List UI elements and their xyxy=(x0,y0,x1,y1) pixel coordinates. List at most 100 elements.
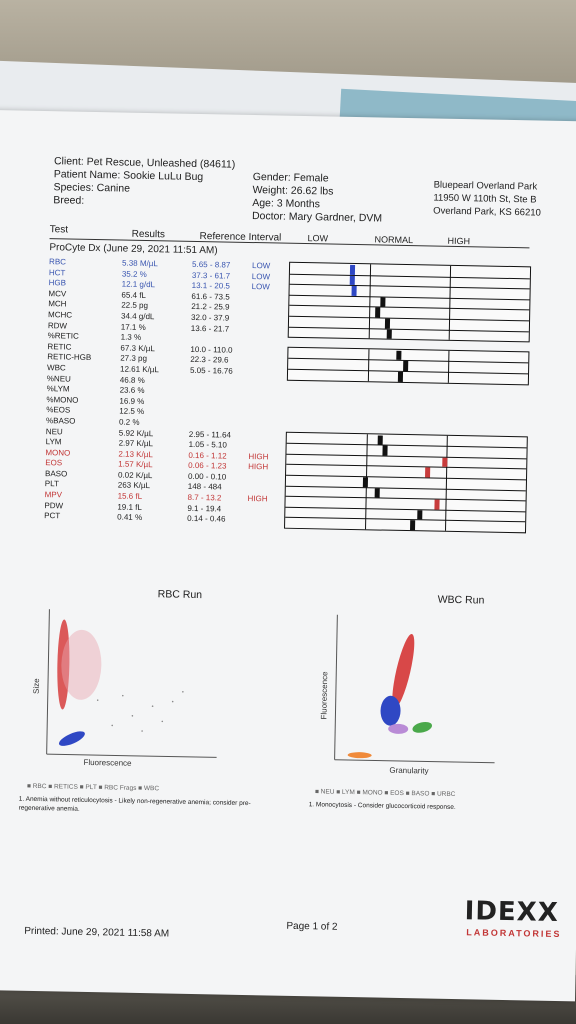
clinic-info: Bluepearl Overland Park 11950 W 110th St… xyxy=(433,178,541,219)
grid-column-line xyxy=(447,350,450,383)
test-results: 5.38 M/µL 35.2 % 12.1 g/dL 65.4 fL 22.5 pg 34… xyxy=(117,259,192,525)
test-flag--retic xyxy=(251,335,291,346)
range-marker-hct xyxy=(349,275,355,286)
idexx-logo: IDEXX xyxy=(464,896,560,929)
test-flag-hct: LOW xyxy=(251,271,271,281)
range-marker-rbc xyxy=(349,264,356,275)
range-marker-hgb xyxy=(351,286,358,296)
rbc-x-label: Fluorescence xyxy=(83,758,132,768)
test-names: RBC HCT HGB MCV MCH MCHC RDW %RETIC RETIC RETIC-H… xyxy=(44,257,119,523)
test-flag-neu xyxy=(249,430,289,441)
test-flag-wbc xyxy=(250,367,290,378)
urbc-cluster xyxy=(347,752,372,759)
test-flag-mpv: HIGH xyxy=(247,494,268,504)
test-name-wbc: WBC xyxy=(46,363,66,373)
grid-column-line xyxy=(367,349,370,381)
rbc-note: 1. Anemia without reticulocytosis - Like… xyxy=(18,795,251,813)
range-marker-wbc xyxy=(398,371,404,382)
range-marker-retic-hgb xyxy=(403,361,409,372)
grid-row-line xyxy=(289,273,530,279)
test-flag-pdw xyxy=(247,505,287,516)
rbc-y-label: Size xyxy=(32,678,41,694)
range-marker-mpv xyxy=(434,499,440,510)
rbc-run-title: RBC Run xyxy=(157,588,203,602)
grid-row-line xyxy=(289,305,530,311)
test-flag-pct xyxy=(247,515,287,526)
range-marker-neu xyxy=(377,435,384,445)
test-flag-lym xyxy=(248,441,288,452)
range-marker-lym xyxy=(382,445,388,456)
test-flag--baso xyxy=(249,420,289,431)
test-flag--mono xyxy=(249,399,289,410)
neu-cluster xyxy=(392,633,415,709)
col-low: LOW xyxy=(307,233,329,244)
rbc-run-plot: Fluorescence Size xyxy=(32,609,217,768)
col-high: HIGH xyxy=(447,235,471,247)
test-name-mchc: MCHC xyxy=(47,310,73,320)
test-flag-rdw xyxy=(251,325,291,336)
wbc-legend: ■ NEU ■ LYM ■ MONO ■ EOS ■ BASO ■ URBC xyxy=(314,788,456,799)
grid-row-line xyxy=(285,495,526,502)
printed-date: Printed: June 29, 2021 11:58 AM xyxy=(24,925,170,940)
range-marker-mch xyxy=(375,307,381,318)
page-number: Page 1 of 2 xyxy=(286,920,338,933)
test-flag-mchc xyxy=(251,314,291,325)
run-title: ProCyte Dx (June 29, 2021 11:51 AM) xyxy=(49,242,218,257)
mono-cluster xyxy=(388,723,409,734)
range-marker-mcv xyxy=(380,297,386,307)
test-flag-retic-hgb xyxy=(250,356,290,367)
grid-row-line xyxy=(285,517,526,523)
col-normal: NORMAL xyxy=(374,234,414,246)
test-result-pct: 0.41 % xyxy=(117,512,143,523)
range-grid-3 xyxy=(284,431,528,534)
range-marker-retic xyxy=(396,350,402,361)
col-test: Test xyxy=(49,224,69,236)
test-result-wbc: 12.61 K/µL xyxy=(119,364,159,375)
patient-info: Gender: Female Weight: 26.62 lbs Age: 3 … xyxy=(252,171,383,225)
test-flag--eos xyxy=(249,409,289,420)
clinic-address-2: Overland Park, KS 66210 xyxy=(433,205,541,219)
grid-row-line xyxy=(286,474,527,481)
grid-row-line xyxy=(285,506,526,513)
wbc-x-label: Granularity xyxy=(389,766,428,776)
wbc-note: 1. Monocytosis - Consider glucocorticoid… xyxy=(308,801,456,812)
test-result--baso: 0.2 % xyxy=(118,417,140,427)
test-flag-hgb: LOW xyxy=(251,282,270,292)
range-marker-mchc xyxy=(384,318,391,329)
range-grid-1 xyxy=(287,261,532,343)
client-info: Client: Pet Rescue, Unleashed (84611) Pa… xyxy=(53,155,235,210)
test-flag-retic xyxy=(250,346,290,357)
lym-cluster xyxy=(380,695,401,726)
test-result-rbc: 5.38 M/µL xyxy=(121,258,158,269)
wbc-run-plot: Granularity Fluorescence xyxy=(319,614,495,776)
test-flag--neu xyxy=(250,378,290,389)
range-marker-plt xyxy=(374,488,380,498)
grid-row-line xyxy=(286,464,527,470)
test-flag-mono: HIGH xyxy=(248,451,269,462)
retics-cluster xyxy=(61,629,102,700)
range-marker-rdw xyxy=(387,329,393,339)
test-flag-mcv xyxy=(251,293,291,304)
test-result-mchc: 34.4 g/dL xyxy=(120,311,155,322)
wbc-run-title: WBC Run xyxy=(437,593,485,607)
grid-row-line xyxy=(286,442,527,449)
range-marker-eos xyxy=(425,467,431,478)
grid-column-line xyxy=(445,435,448,531)
range-marker-pct xyxy=(409,520,415,531)
col-reference: Reference Interval xyxy=(199,231,282,244)
range-grid-2 xyxy=(286,346,530,385)
range-marker-pdw xyxy=(417,510,423,520)
rbc-cluster xyxy=(57,619,70,710)
test-flag-rbc: LOW xyxy=(251,261,271,271)
grid-row-line xyxy=(286,453,527,460)
range-marker-baso xyxy=(362,477,368,487)
lab-report-page: Client: Pet Rescue, Unleashed (84611) Pa… xyxy=(0,110,576,1002)
test-flag-mch xyxy=(251,303,291,314)
breed-line: Breed: xyxy=(53,194,85,207)
test-name--baso: %BASO xyxy=(45,416,76,426)
doctor-line: Doctor: Mary Gardner, DVM xyxy=(251,210,383,225)
grid-row-line xyxy=(289,294,530,301)
test-flag--lym xyxy=(250,388,290,399)
idexx-logo-subtitle: LABORATORIES xyxy=(466,927,562,940)
col-results: Results xyxy=(131,228,166,241)
